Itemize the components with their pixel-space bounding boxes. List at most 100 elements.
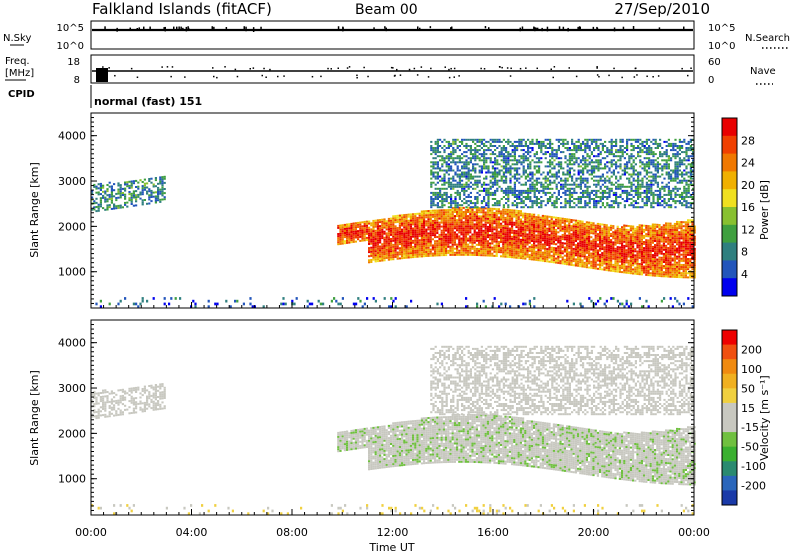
heatmap-cell: [441, 177, 444, 180]
heatmap-cell: [632, 248, 635, 250]
heatmap-cell: [516, 202, 519, 205]
nave-point: [646, 75, 648, 78]
heatmap-cell: [500, 210, 503, 213]
heatmap-cell: [436, 177, 439, 180]
heatmap-cell: [427, 248, 430, 251]
heatmap-cell: [691, 256, 694, 258]
heatmap-cell: [449, 235, 452, 238]
heatmap-cell: [504, 229, 507, 232]
heatmap-cell: [430, 173, 433, 176]
heatmap-cell: [507, 171, 510, 174]
heatmap-cell: [629, 262, 632, 264]
heatmap-cell: [511, 202, 514, 205]
heatmap-cell: [574, 258, 577, 261]
heatmap-cell: [461, 165, 464, 168]
heatmap-cell: [548, 254, 551, 257]
heatmap-cell: [645, 224, 648, 227]
heatmap-cell: [485, 157, 488, 160]
heatmap-cell: [99, 193, 102, 196]
heatmap-cell: [555, 251, 558, 254]
heatmap-cell: [660, 267, 663, 269]
heatmap-cell: [403, 232, 406, 235]
heatmap-cell: [533, 224, 536, 226]
heatmap-cell: [519, 240, 522, 243]
heatmap-cell: [403, 248, 406, 251]
heatmap-cell: [557, 255, 560, 258]
heatmap-cell: [480, 239, 483, 242]
heatmap-cell: [456, 189, 459, 192]
nsky-label: N.Sky: [3, 33, 31, 44]
heatmap-cell: [533, 228, 536, 230]
heatmap-cell: [379, 231, 382, 234]
heatmap-cell: [485, 175, 488, 178]
heatmap-cell: [614, 256, 617, 258]
heatmap-cell: [390, 256, 393, 259]
heatmap-cell: [465, 165, 468, 168]
heatmap-cell: [533, 226, 536, 228]
heatmap-cell: [381, 224, 384, 227]
heatmap-cell: [396, 216, 399, 219]
heatmap-cell: [660, 262, 663, 265]
heatmap-cell: [416, 249, 419, 252]
heatmap-cell: [526, 221, 529, 224]
heatmap-cell: [540, 145, 543, 147]
heatmap-cell: [658, 273, 661, 275]
heatmap-cell: [592, 259, 595, 261]
heatmap-cell: [566, 193, 569, 196]
heatmap-cell: [656, 238, 659, 241]
heatmap-cell: [425, 232, 428, 235]
heatmap-cell: [135, 200, 138, 203]
heatmap-cell: [654, 264, 657, 267]
heatmap-cell: [480, 223, 483, 226]
heatmap-cell: [528, 256, 531, 259]
heatmap-cell: [95, 185, 98, 188]
heatmap-cell: [568, 259, 571, 262]
heatmap-cell: [572, 256, 575, 258]
heatmap-cell: [460, 243, 463, 246]
heatmap-cell: [654, 225, 657, 228]
heatmap-cell: [678, 241, 681, 244]
heatmap-cell: [429, 240, 432, 243]
heatmap-cell: [689, 233, 692, 236]
heatmap-cell: [458, 161, 461, 164]
heatmap-cell: [590, 260, 593, 263]
heatmap-cell: [519, 257, 522, 260]
heatmap-cell: [612, 255, 615, 258]
heatmap-cell: [427, 236, 430, 239]
heatmap-cell: [524, 151, 527, 154]
heatmap-cell: [549, 145, 552, 147]
heatmap-cell: [625, 245, 628, 248]
heatmap-cell: [636, 268, 639, 271]
heatmap-cell: [418, 255, 421, 258]
heatmap-cell: [416, 253, 419, 256]
heatmap-cell: [585, 249, 588, 252]
heatmap-cell: [438, 252, 441, 255]
heatmap-cell: [473, 235, 476, 238]
heatmap-cell: [471, 245, 474, 248]
heatmap-cell: [429, 218, 432, 220]
heatmap-cell: [689, 219, 692, 222]
heatmap-cell: [634, 270, 637, 273]
heatmap-cell: [581, 251, 584, 254]
heatmap-cell: [524, 140, 527, 143]
heatmap-cell: [612, 251, 615, 254]
heatmap-cell: [693, 276, 696, 279]
heatmap-cell: [445, 200, 448, 203]
heatmap-cell: [561, 258, 564, 261]
heatmap-cell: [494, 183, 497, 186]
heatmap-cell: [680, 257, 683, 260]
heatmap-cell: [453, 233, 456, 236]
heatmap-cell: [522, 239, 525, 241]
heatmap-cell: [372, 238, 375, 241]
heatmap-cell: [161, 186, 164, 189]
heatmap-cell: [469, 175, 472, 178]
heatmap-cell: [452, 140, 455, 143]
heatmap-cell: [548, 256, 551, 259]
heatmap-cell: [441, 198, 444, 200]
heatmap-cell: [412, 221, 415, 224]
heatmap-cell: [392, 258, 395, 261]
heatmap-cell: [130, 198, 133, 201]
heatmap-cell: [500, 239, 503, 241]
heatmap-cell: [376, 223, 379, 226]
heatmap-cell: [596, 251, 599, 254]
